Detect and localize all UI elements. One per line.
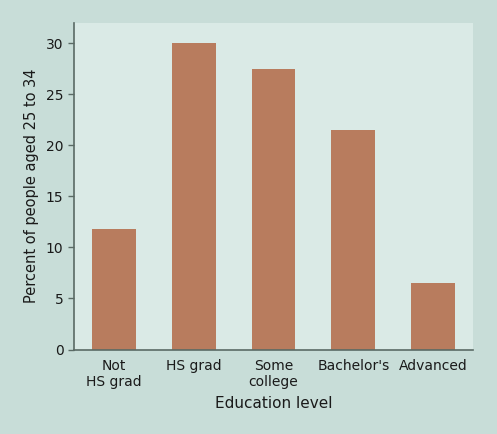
Bar [251, 69, 295, 349]
Bar [172, 43, 216, 349]
Y-axis label: Percent of people aged 25 to 34: Percent of people aged 25 to 34 [24, 69, 39, 303]
Bar [331, 130, 375, 349]
X-axis label: Education level: Education level [215, 396, 332, 411]
Bar [411, 283, 455, 349]
Bar [92, 229, 136, 349]
